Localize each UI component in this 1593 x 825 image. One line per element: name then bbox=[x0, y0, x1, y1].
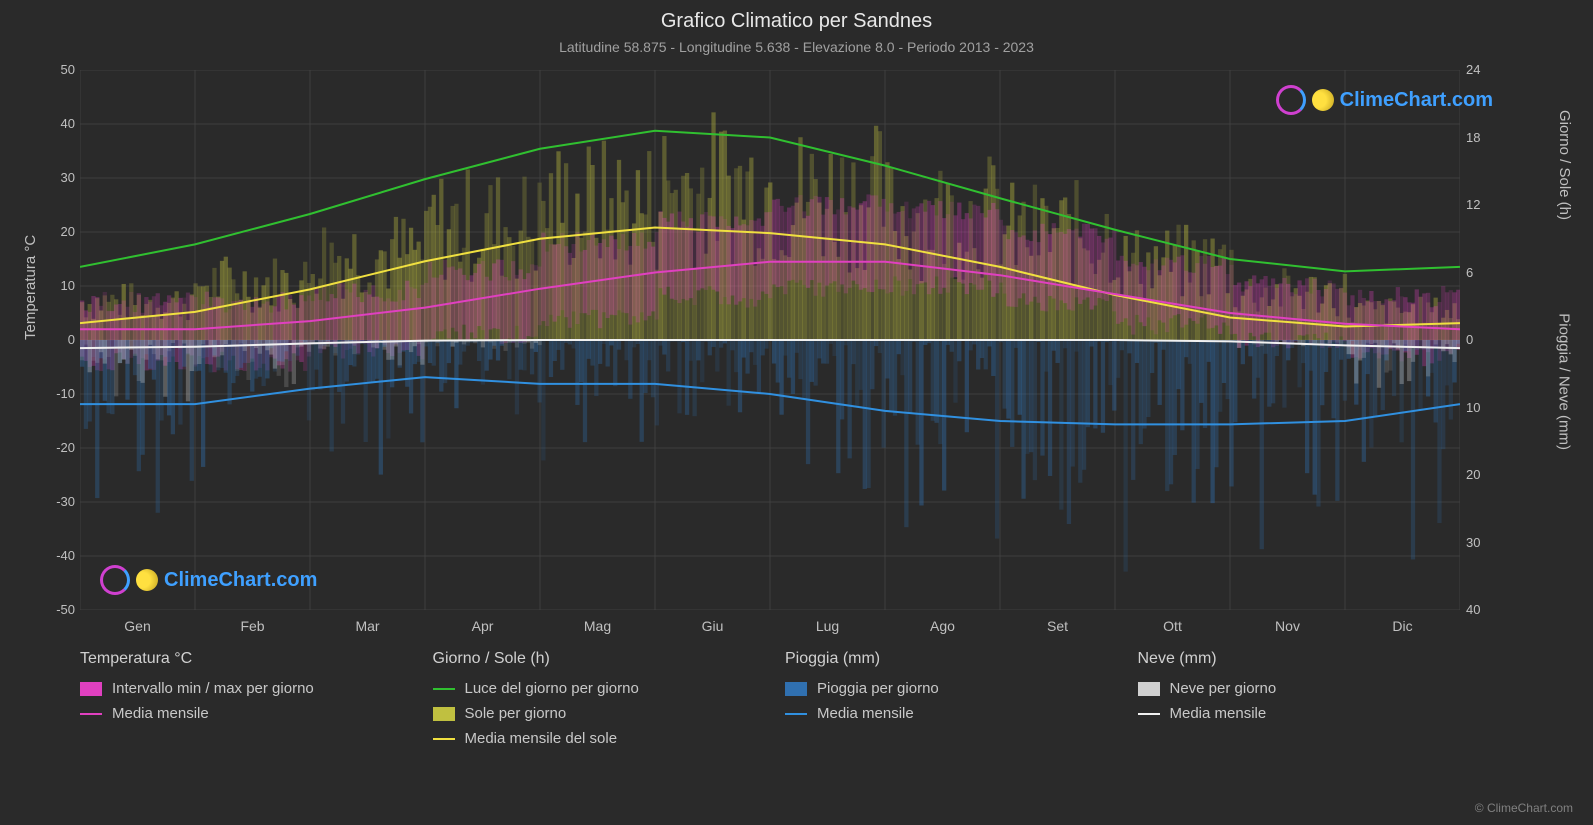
watermark-bottom-left: ClimeChart.com bbox=[100, 565, 317, 595]
chart-subtitle: Latitudine 58.875 - Longitudine 5.638 - … bbox=[0, 33, 1593, 55]
legend-header: Neve (mm) bbox=[1138, 650, 1461, 668]
right-bottom-tick: 30 bbox=[1466, 535, 1506, 550]
month-label: Feb bbox=[240, 618, 264, 634]
month-label: Dic bbox=[1392, 618, 1412, 634]
left-tick: -30 bbox=[35, 494, 75, 509]
logo-ring-icon bbox=[1276, 85, 1306, 115]
legend-label: Intervallo min / max per giorno bbox=[112, 680, 314, 697]
legend-item: Media mensile bbox=[785, 705, 1108, 722]
legend-label: Media mensile bbox=[817, 705, 914, 722]
legend-swatch bbox=[433, 688, 455, 690]
legend-swatch bbox=[1138, 713, 1160, 715]
legend-column: Neve (mm) Neve per giorno Media mensile bbox=[1138, 650, 1461, 755]
legend-label: Media mensile bbox=[112, 705, 209, 722]
month-label: Gen bbox=[124, 618, 150, 634]
legend-swatch bbox=[785, 682, 807, 696]
legend-label: Sole per giorno bbox=[465, 705, 567, 722]
legend-item: Luce del giorno per giorno bbox=[433, 680, 756, 697]
legend-swatch bbox=[785, 713, 807, 715]
legend-item: Pioggia per giorno bbox=[785, 680, 1108, 697]
legend-label: Luce del giorno per giorno bbox=[465, 680, 639, 697]
logo-ring-icon bbox=[100, 565, 130, 595]
legend-column: Temperatura °C Intervallo min / max per g… bbox=[80, 650, 403, 755]
legend-header: Pioggia (mm) bbox=[785, 650, 1108, 668]
legend-label: Media mensile del sole bbox=[465, 730, 618, 747]
watermark-text: ClimeChart.com bbox=[1340, 89, 1493, 112]
logo-sun-icon bbox=[136, 569, 158, 591]
right-bottom-tick: 40 bbox=[1466, 602, 1506, 617]
watermark-top-right: ClimeChart.com bbox=[1276, 85, 1493, 115]
left-tick: -50 bbox=[35, 602, 75, 617]
watermark-text: ClimeChart.com bbox=[164, 569, 317, 592]
right-top-tick: 6 bbox=[1466, 265, 1506, 280]
right-top-tick: 18 bbox=[1466, 130, 1506, 145]
right-bottom-axis-label: Pioggia / Neve (mm) bbox=[1556, 313, 1573, 450]
month-label: Mag bbox=[584, 618, 611, 634]
legend-column: Giorno / Sole (h) Luce del giorno per gio… bbox=[433, 650, 756, 755]
month-label: Set bbox=[1047, 618, 1068, 634]
legend-swatch bbox=[1138, 682, 1160, 696]
climate-chart-container: Grafico Climatico per Sandnes Latitudine… bbox=[0, 0, 1593, 825]
month-label: Nov bbox=[1275, 618, 1300, 634]
right-bottom-tick: 20 bbox=[1466, 467, 1506, 482]
month-label: Giu bbox=[702, 618, 724, 634]
copyright-text: © ClimeChart.com bbox=[1475, 801, 1573, 815]
month-label: Mar bbox=[355, 618, 379, 634]
legend-item: Media mensile del sole bbox=[433, 730, 756, 747]
right-bottom-tick: 10 bbox=[1466, 400, 1506, 415]
logo-sun-icon bbox=[1312, 89, 1334, 111]
left-tick: 0 bbox=[35, 332, 75, 347]
month-label: Ott bbox=[1163, 618, 1182, 634]
month-label: Ago bbox=[930, 618, 955, 634]
right-top-tick: 24 bbox=[1466, 62, 1506, 77]
legend-column: Pioggia (mm) Pioggia per giorno Media mens… bbox=[785, 650, 1108, 755]
legend-item: Neve per giorno bbox=[1138, 680, 1461, 697]
legend-item: Sole per giorno bbox=[433, 705, 756, 722]
left-tick: 30 bbox=[35, 170, 75, 185]
legend-item: Media mensile bbox=[1138, 705, 1461, 722]
chart-title: Grafico Climatico per Sandnes bbox=[0, 0, 1593, 33]
legend-swatch bbox=[433, 707, 455, 721]
legend-label: Neve per giorno bbox=[1170, 680, 1277, 697]
legend-swatch bbox=[80, 682, 102, 696]
left-tick: 40 bbox=[35, 116, 75, 131]
legend-swatch bbox=[433, 738, 455, 740]
left-tick: 10 bbox=[35, 278, 75, 293]
month-label: Apr bbox=[472, 618, 494, 634]
left-tick: -10 bbox=[35, 386, 75, 401]
legend-label: Pioggia per giorno bbox=[817, 680, 939, 697]
left-tick: -20 bbox=[35, 440, 75, 455]
legend-header: Temperatura °C bbox=[80, 650, 403, 668]
legend-item: Intervallo min / max per giorno bbox=[80, 680, 403, 697]
right-top-tick: 0 bbox=[1466, 332, 1506, 347]
right-top-axis-label: Giorno / Sole (h) bbox=[1556, 110, 1573, 220]
month-label: Lug bbox=[816, 618, 839, 634]
right-top-tick: 12 bbox=[1466, 197, 1506, 212]
left-tick: 50 bbox=[35, 62, 75, 77]
legend-header: Giorno / Sole (h) bbox=[433, 650, 756, 668]
chart-svg bbox=[80, 70, 1460, 610]
chart-plot-area bbox=[80, 70, 1460, 610]
legend-item: Media mensile bbox=[80, 705, 403, 722]
legend-label: Media mensile bbox=[1170, 705, 1267, 722]
left-tick: -40 bbox=[35, 548, 75, 563]
left-tick: 20 bbox=[35, 224, 75, 239]
chart-legend: Temperatura °C Intervallo min / max per g… bbox=[80, 650, 1460, 755]
legend-swatch bbox=[80, 713, 102, 715]
